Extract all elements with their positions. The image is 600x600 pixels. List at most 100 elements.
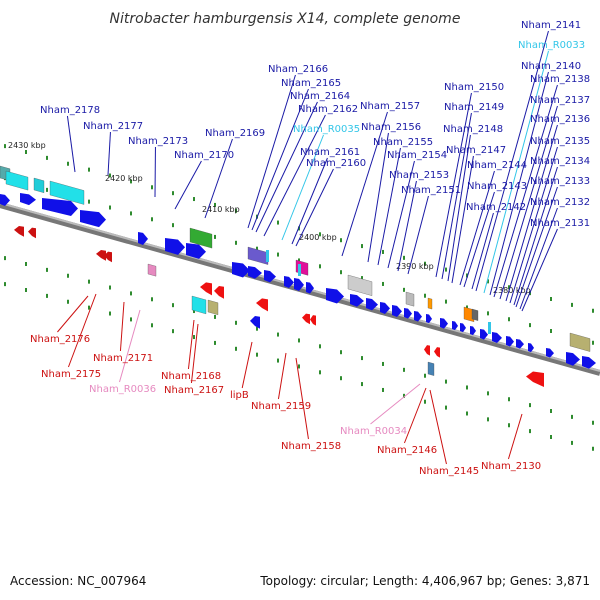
- tick-mark: [256, 352, 258, 357]
- tick-mark: [130, 291, 132, 296]
- forward-gene-label: Nham_2147: [446, 145, 506, 156]
- tick-mark: [445, 267, 447, 272]
- rna-feature: [298, 264, 301, 276]
- forward-cds-arrow: [366, 298, 378, 311]
- leader-line: [263, 114, 326, 237]
- leader-line: [367, 132, 389, 263]
- forward-gene-label: Nham_R0033: [518, 40, 585, 51]
- tick-mark: [424, 373, 426, 378]
- tick-mark: [46, 155, 48, 160]
- tick-mark: [550, 329, 552, 333]
- tick-mark: [382, 249, 384, 254]
- forward-gene-label: Nham_2170: [174, 150, 234, 161]
- reverse-gene-label: Nham_2145: [419, 466, 479, 477]
- reverse-cds-arrow: [200, 282, 212, 296]
- leader-line: [295, 168, 334, 247]
- feature-block: [569, 332, 591, 352]
- leader-line: [513, 166, 558, 306]
- leader-line: [341, 111, 388, 257]
- leader-line: [459, 170, 495, 286]
- tick-mark: [340, 270, 342, 275]
- tick-mark: [214, 340, 216, 345]
- forward-cds-arrow: [186, 243, 206, 259]
- reverse-cds-arrow: [434, 347, 440, 358]
- leader-line: [281, 134, 324, 241]
- tick-mark: [403, 393, 405, 398]
- forward-cds-arrow: [326, 288, 344, 304]
- tick-mark: [445, 405, 447, 410]
- tick-mark: [172, 191, 174, 196]
- tick-mark: [298, 258, 300, 263]
- tick-mark: [550, 297, 552, 301]
- tick-mark: [592, 308, 594, 313]
- reverse-cds-arrow: [14, 225, 24, 237]
- forward-gene-label: Nham_R0035: [293, 124, 360, 135]
- forward-gene-label: Nham_2141: [521, 20, 581, 31]
- forward-cds-arrow: [516, 339, 524, 349]
- reverse-gene-label: Nham_2167: [164, 385, 224, 396]
- tick-mark: [25, 288, 27, 292]
- leader-line: [119, 301, 125, 352]
- reverse-gene-label: Nham_2159: [251, 401, 311, 412]
- forward-cds-arrow: [392, 305, 402, 317]
- tick-mark: [466, 273, 468, 278]
- forward-cds-arrow: [492, 332, 502, 343]
- tick-mark: [193, 309, 195, 314]
- tick-mark: [298, 364, 300, 369]
- accession-text: Accession: NC_007964: [10, 574, 147, 588]
- forward-cds-arrow: [248, 266, 262, 279]
- tick-mark: [340, 350, 342, 355]
- tick-mark: [466, 305, 468, 310]
- forward-gene-label: Nham_2177: [83, 121, 143, 132]
- leader-line: [407, 195, 429, 275]
- reverse-cds-arrow: [302, 313, 310, 325]
- forward-cds-arrow: [460, 323, 466, 333]
- leader-line: [499, 105, 558, 300]
- forward-gene-label: Nham_2144: [467, 160, 527, 171]
- feature-block: [247, 246, 269, 265]
- tick-mark: [340, 238, 342, 243]
- tick-mark: [172, 329, 174, 334]
- tick-mark: [151, 217, 153, 222]
- tick-mark: [151, 297, 153, 302]
- reverse-gene-label: Nham_R0036: [89, 384, 156, 395]
- map-title: Nitrobacter hamburgensis X14, complete g…: [110, 11, 461, 27]
- leader-line: [429, 389, 447, 465]
- tick-mark: [214, 234, 216, 239]
- genome-summary-text: Topology: circular; Length: 4,406,967 bp…: [260, 574, 590, 588]
- tick-mark: [487, 417, 489, 422]
- tick-mark: [592, 340, 594, 345]
- tick-mark: [382, 281, 384, 286]
- leader-line: [107, 131, 111, 176]
- feature-block: [49, 180, 85, 205]
- tick-mark: [424, 261, 426, 266]
- reverse-gene-label: Nham_2158: [281, 441, 341, 452]
- forward-cds-arrow: [42, 198, 78, 217]
- leader-line: [483, 50, 549, 294]
- tick-mark: [571, 414, 573, 419]
- reverse-cds-arrow: [256, 298, 268, 312]
- tick-mark: [4, 282, 6, 287]
- tick-mark: [277, 358, 279, 363]
- forward-gene-label: Nham_2133: [530, 176, 590, 187]
- forward-gene-label: Nham_2169: [205, 128, 265, 139]
- tick-mark: [550, 435, 552, 439]
- feature-block: [405, 291, 415, 307]
- tick-mark: [109, 285, 111, 290]
- tick-mark: [277, 332, 279, 337]
- reverse-gene-label: Nham_2171: [93, 353, 153, 364]
- tick-mark: [508, 317, 510, 322]
- tick-mark: [67, 299, 69, 304]
- forward-gene-label: Nham_2142: [466, 202, 526, 213]
- forward-gene-label: Nham_2131: [530, 218, 590, 229]
- tick-mark: [88, 167, 90, 172]
- tick-mark: [319, 264, 321, 269]
- tick-mark: [298, 226, 300, 231]
- tick-mark: [109, 173, 111, 178]
- tick-mark: [46, 187, 48, 192]
- tick-mark: [172, 303, 174, 308]
- forward-gene-label: Nham_2136: [530, 114, 590, 125]
- leader-line: [247, 74, 296, 229]
- leader-line: [119, 309, 141, 383]
